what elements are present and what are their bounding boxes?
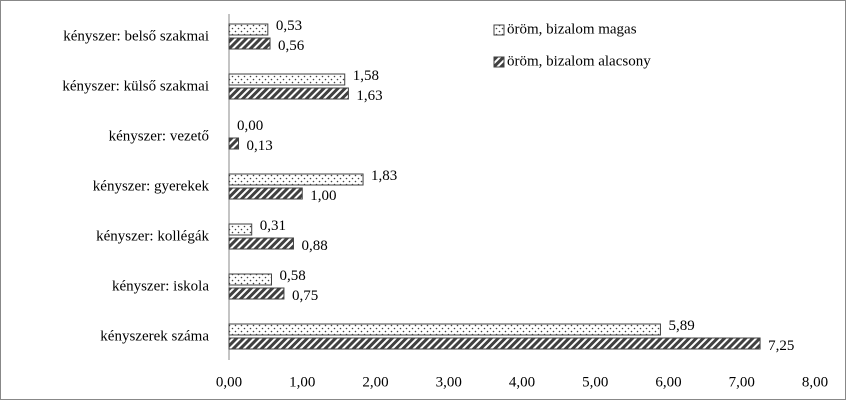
value-label: 7,25 (768, 338, 794, 354)
x-tick-label: 0,00 (216, 374, 242, 390)
bar (228, 37, 271, 50)
y-tick-label: kényszer: vezető (109, 128, 209, 144)
y-tick-label: kényszer: kollégák (96, 228, 209, 244)
x-tick-label: 6,00 (655, 374, 681, 390)
value-label: 0,88 (301, 238, 327, 254)
bar (228, 287, 285, 300)
value-label: 0,31 (260, 218, 286, 234)
x-tick-label: 8,00 (802, 374, 828, 390)
bar (228, 173, 364, 186)
bar (228, 73, 346, 86)
x-tick-label: 5,00 (582, 374, 608, 390)
value-label: 0,56 (278, 38, 305, 54)
value-label: 0,00 (237, 118, 263, 134)
x-tick-label: 7,00 (729, 374, 755, 390)
x-tick-label: 2,00 (362, 374, 388, 390)
bar (228, 237, 294, 250)
x-tick-label: 3,00 (436, 374, 462, 390)
bar (228, 87, 349, 100)
value-label: 0,75 (292, 288, 318, 304)
value-label: 0,58 (279, 268, 305, 284)
value-label: 1,00 (310, 188, 336, 204)
legend-swatch (493, 56, 505, 68)
legend-label: öröm, bizalom alacsony (507, 53, 651, 69)
value-label: 1,83 (371, 168, 397, 184)
x-tick-label: 1,00 (289, 374, 315, 390)
y-tick-label: kényszerek száma (100, 328, 209, 344)
bar (228, 273, 272, 286)
value-label: 0,53 (276, 18, 302, 34)
value-label: 0,13 (247, 138, 273, 154)
legend-swatch (493, 24, 505, 36)
y-tick-label: kényszer: külső szakmai (62, 78, 209, 94)
y-tick-label: kényszer: gyerekek (93, 178, 210, 194)
bar (228, 187, 303, 200)
value-label: 1,58 (353, 68, 379, 84)
bar (228, 23, 269, 36)
bar (228, 337, 761, 350)
x-tick-label: 4,00 (509, 374, 535, 390)
y-tick-label: kényszer: belső szakmai (63, 28, 209, 44)
value-label: 1,63 (356, 88, 382, 104)
bar (228, 323, 661, 336)
value-label: 5,89 (668, 318, 694, 334)
bar (228, 223, 253, 236)
legend-label: öröm, bizalom magas (507, 21, 637, 37)
y-tick-label: kényszer: iskola (112, 278, 209, 294)
bar (228, 137, 240, 150)
